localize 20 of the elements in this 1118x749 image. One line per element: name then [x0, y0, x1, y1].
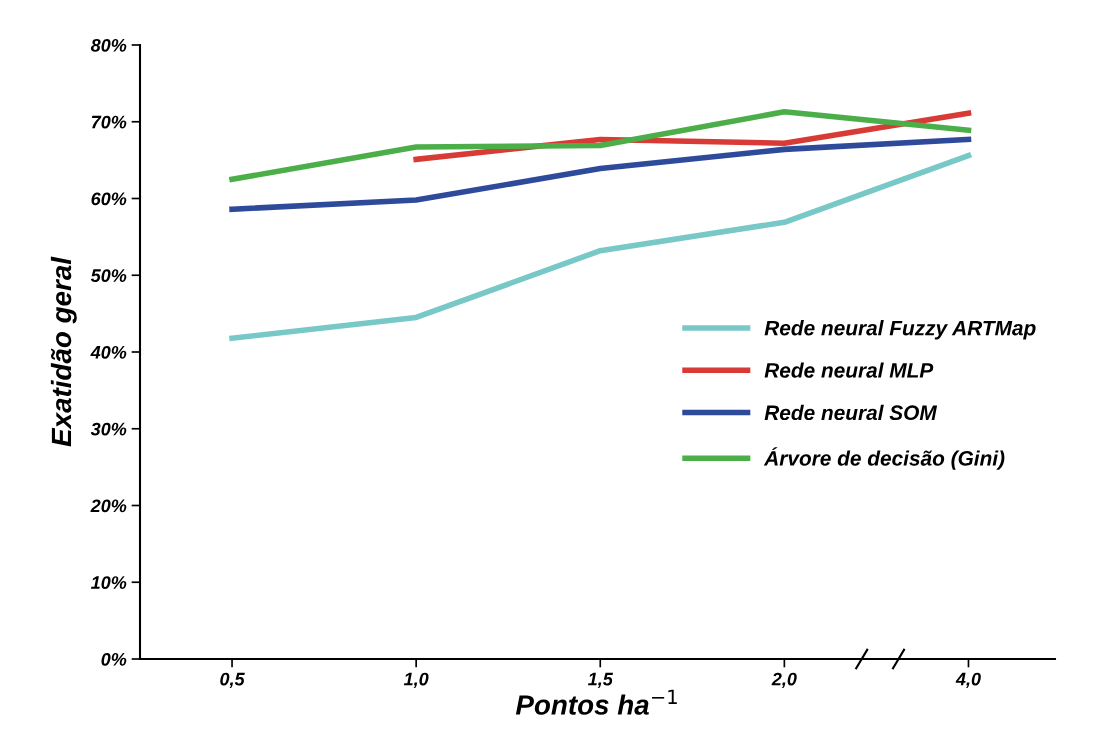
y-tick-label: 40%	[90, 345, 127, 359]
y-tick-label: 50%	[90, 269, 127, 282]
x-tick-label: 0,5	[220, 672, 245, 689]
legend-label: Rede neural SOM	[764, 404, 938, 421]
x-tick-label: 1,5	[588, 672, 614, 689]
y-tick-label: 30%	[90, 422, 127, 436]
y-tick-label: 10%	[90, 576, 127, 589]
legend-label: Árvore de decisão (Gini)	[763, 447, 1005, 470]
x-axis-title: Pontos ha$^{−1}$	[515, 689, 677, 715]
x-tick-label: 4,0	[955, 672, 981, 689]
legend-label: Rede neural MLP	[764, 362, 934, 378]
x-tick-label: 2,0	[771, 672, 797, 689]
y-tick-label: 70%	[91, 115, 127, 129]
y-tick-label: 80%	[90, 38, 127, 52]
legend-label: Rede neural Fuzzy ARTMap	[764, 320, 1036, 340]
x-tick-label: 1,0	[403, 672, 429, 689]
y-tick-label: 20%	[90, 499, 127, 513]
y-tick-label: 60%	[91, 192, 127, 206]
y-axis-title: Exatidão geral	[50, 256, 77, 447]
y-tick-label: 0%	[101, 652, 127, 666]
